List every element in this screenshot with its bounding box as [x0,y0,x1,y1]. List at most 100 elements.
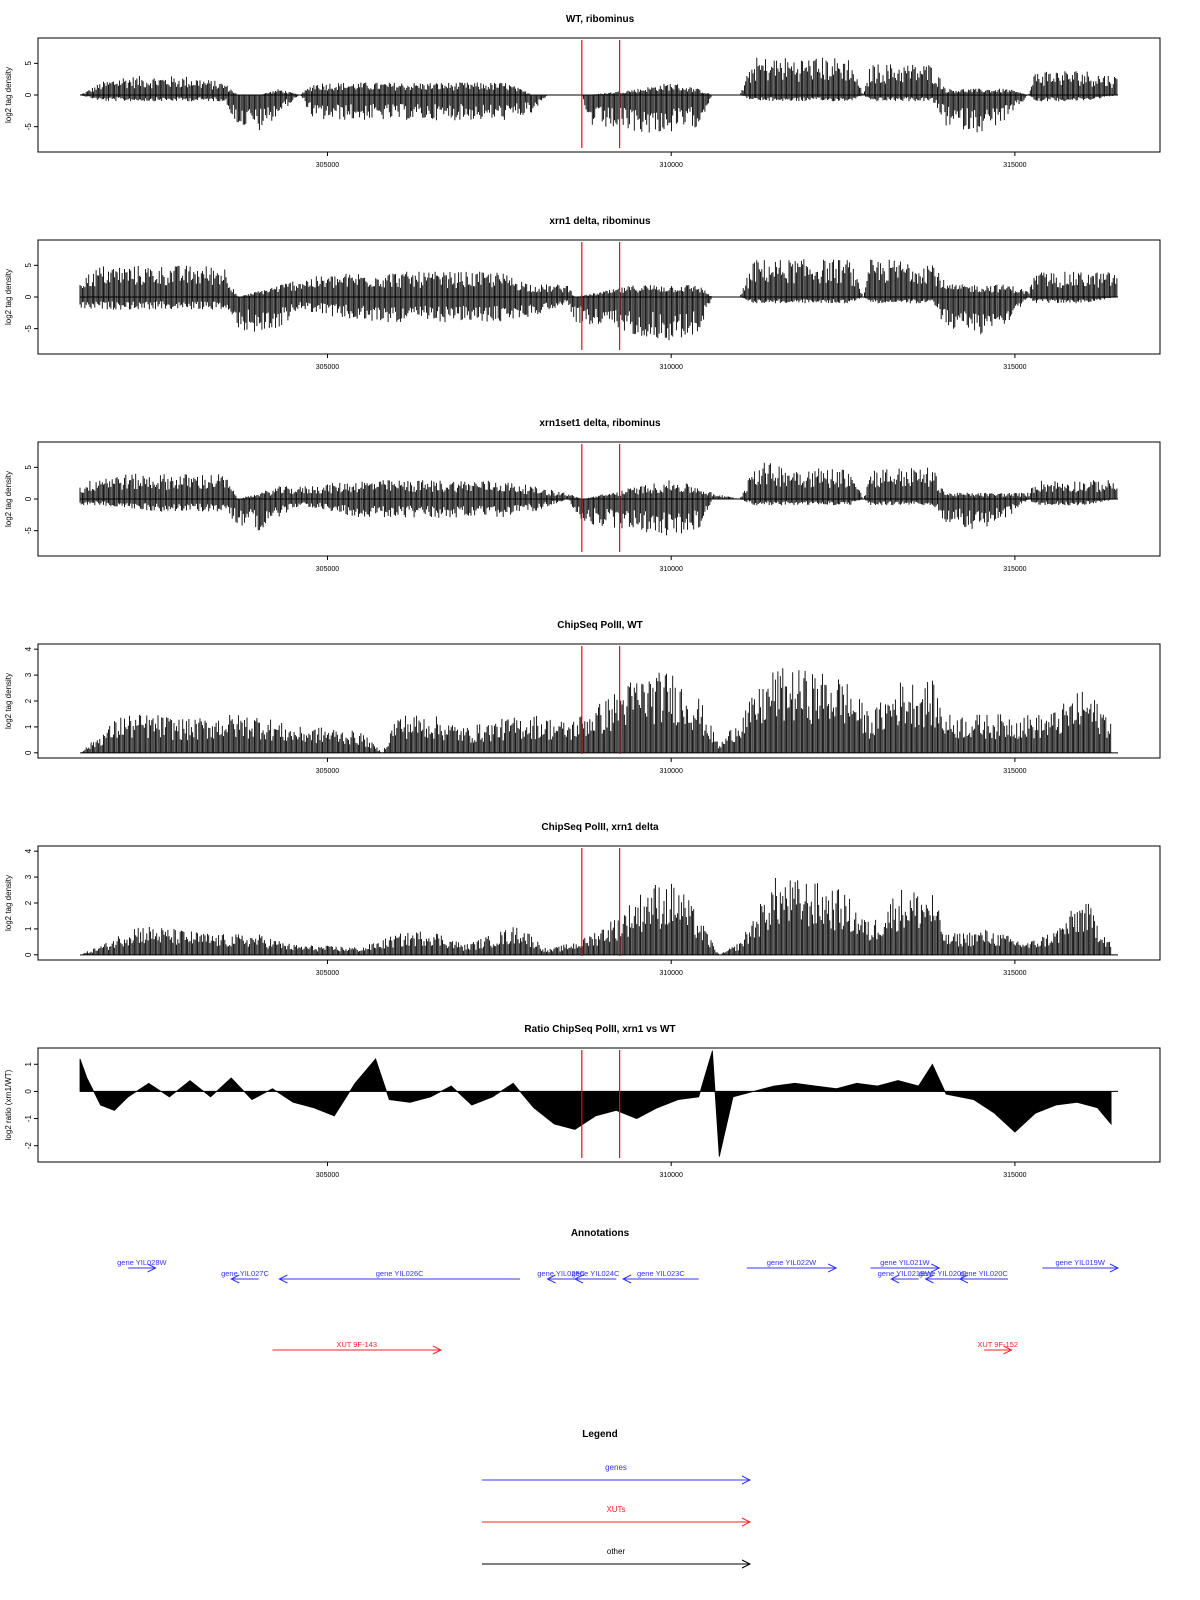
strand-arrowhead [931,1263,941,1273]
y-tick-label: 3 [24,874,33,879]
x-tick-label: 305000 [316,970,339,977]
y-tick-label: 1 [24,724,33,729]
legend: Legend genes XUTs other [482,1429,752,1569]
arrow-icon [741,1475,752,1485]
y-tick-label: -2 [24,1142,33,1150]
legend-title: Legend [582,1429,618,1440]
arrow-icon [741,1559,752,1569]
x-tick-label: 310000 [659,566,682,573]
panel-title: Ratio ChipSeq PolII, xrn1 vs WT [524,1024,675,1035]
gene-feature: gene YIL019W [1042,1258,1120,1273]
x-tick-label: 315000 [1003,970,1026,977]
y-tick-label: 0 [24,1089,33,1094]
legend-label: genes [605,1463,627,1472]
feature-label: XUT 9F-152 [977,1340,1018,1349]
x-tick-label: 315000 [1003,566,1026,573]
panel-title: xrn1set1 delta, ribominus [539,418,661,429]
gene-feature: gene YIL020C [958,1269,1008,1284]
panel-1: WT, ribominus log2 tag density 5 0 -5 305000 3… [4,14,1161,169]
y-axis-label: log2 tag density [4,67,13,123]
x-tick-label: 305000 [316,162,339,169]
feature-label: gene YIL020C [960,1269,1008,1278]
y-tick-label: -5 [24,325,33,333]
panel-2: xrn1 delta, ribominus log2 tag density 5 0 -… [4,216,1161,371]
strand-arrowhead [924,1274,934,1284]
panel-3: xrn1set1 delta, ribominus log2 tag densit… [4,418,1161,573]
gene-feature: gene YIL028W [117,1258,168,1273]
strand-arrowhead [573,1274,584,1284]
feature-label: gene YIL027C [221,1269,269,1278]
feature-label: gene YIL026C [376,1269,424,1278]
panel-title: xrn1 delta, ribominus [549,216,651,227]
x-tick-label: 310000 [659,162,682,169]
panel-title: ChipSeq PolII, WT [557,620,643,631]
gene-feature: gene YIL023C [621,1269,699,1284]
y-tick-label: 4 [24,646,33,651]
strand-arrowhead [958,1274,969,1284]
y-tick-label: 0 [24,92,33,97]
legend-item-xut: XUTs [482,1505,752,1527]
x-tick-label: 315000 [1003,162,1026,169]
strand-arrowhead [230,1274,240,1284]
y-tick-label: -1 [24,1114,33,1122]
annotations-track: Annotations gene YIL028W gene YIL027C gene … [117,1228,1120,1355]
gene-feature: gene YIL022W [746,1258,838,1273]
y-axis-label: log2 ratio (xrn1/WT) [4,1069,13,1140]
y-tick-label: 2 [24,900,33,905]
x-tick-label: 305000 [316,768,339,775]
y-tick-label: 1 [24,926,33,931]
x-tick-label: 305000 [316,1172,339,1179]
data-series [82,668,1112,753]
y-tick-label: 0 [24,294,33,299]
strand-arrowhead [621,1274,632,1284]
strand-arrowhead [827,1263,838,1273]
data-series [83,878,1112,955]
gene-feature: gene YIL025C [537,1269,586,1284]
y-tick-label: 0 [24,952,33,957]
x-tick-label: 310000 [659,768,682,775]
y-tick-label: 3 [24,672,33,677]
strand-arrowhead [546,1274,556,1284]
y-axis-label: log2 tag density [4,269,13,325]
gene-feature: gene YIL020C [919,1269,967,1284]
y-tick-label: 0 [24,750,33,755]
x-tick-label: 310000 [659,364,682,371]
strand-arrowhead [147,1263,157,1273]
feature-label: gene YIL020C [919,1269,967,1278]
feature-label: gene YIL019W [1055,1258,1105,1267]
gene-feature: gene YIL024C [572,1269,620,1284]
y-tick-label: 1 [24,1062,33,1067]
strand-arrowhead [278,1274,288,1284]
y-tick-label: -5 [24,123,33,131]
gene-feature: gene YIL027C [221,1269,269,1284]
panel-title: WT, ribominus [566,14,635,25]
x-tick-label: 315000 [1003,768,1026,775]
strand-arrowhead [432,1345,443,1355]
panel-6: Ratio ChipSeq PolII, xrn1 vs WT log2 rati… [4,1024,1161,1179]
x-tick-label: 315000 [1003,364,1026,371]
strand-arrowhead [1109,1263,1120,1273]
y-tick-label: 4 [24,848,33,853]
feature-label: gene YIL022W [767,1258,817,1267]
density-bars [83,878,1112,955]
y-axis-label: log2 tag density [4,875,13,931]
y-tick-label: 5 [24,61,33,66]
density-bars [79,462,1118,536]
y-tick-label: 2 [24,698,33,703]
x-tick-label: 310000 [659,970,682,977]
panel-title: ChipSeq PolII, xrn1 delta [541,822,659,833]
data-series [79,259,1118,341]
arrow-icon [741,1517,752,1527]
feature-label: gene YIL021W [880,1258,930,1267]
feature-label: gene YIL025C [537,1269,585,1278]
legend-label: XUTs [606,1505,625,1514]
feature-label: gene YIL024C [572,1269,620,1278]
density-bars [82,668,1112,753]
feature-label: gene YIL028W [117,1258,167,1267]
x-tick-label: 305000 [316,364,339,371]
gene-feature: gene YIL026C [278,1269,520,1284]
panel-5: ChipSeq PolII, xrn1 delta log2 tag densit… [4,822,1161,977]
panel-4: ChipSeq PolII, WT log2 tag density 4 3 2 1 0 30… [4,620,1161,775]
xut-feature: XUT 9F-143 [272,1340,443,1355]
